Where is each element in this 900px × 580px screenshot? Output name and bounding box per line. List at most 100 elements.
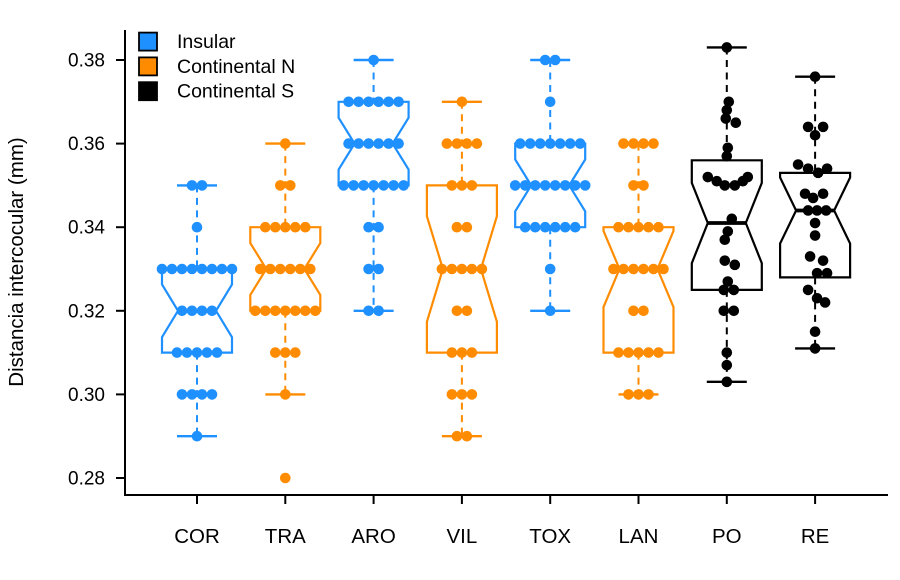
data-point bbox=[363, 305, 374, 317]
data-point bbox=[819, 297, 831, 308]
data-point bbox=[393, 96, 404, 108]
data-point bbox=[206, 305, 218, 317]
y-tick-label: 0.32 bbox=[68, 301, 105, 322]
data-point bbox=[643, 347, 654, 358]
data-point bbox=[280, 472, 291, 484]
data-point bbox=[613, 221, 624, 233]
data-point bbox=[628, 263, 639, 275]
legend-label: Continental N bbox=[177, 56, 295, 78]
data-point bbox=[802, 205, 814, 216]
data-point bbox=[186, 263, 198, 275]
legend-label: Insular bbox=[177, 31, 236, 53]
y-axis-title: Distancia intercocular (mm) bbox=[5, 137, 28, 386]
data-point bbox=[519, 180, 531, 191]
data-point bbox=[719, 234, 731, 246]
data-point bbox=[728, 305, 740, 317]
data-point bbox=[514, 138, 526, 149]
data-point bbox=[821, 163, 833, 174]
y-tick-label: 0.36 bbox=[68, 134, 105, 155]
data-point bbox=[809, 230, 821, 241]
data-point bbox=[446, 263, 458, 275]
notched-box bbox=[690, 159, 763, 291]
data-point bbox=[260, 305, 271, 317]
data-point bbox=[719, 255, 731, 266]
x-tick-label: COR bbox=[174, 525, 220, 548]
data-point bbox=[466, 180, 478, 191]
data-point bbox=[648, 263, 659, 275]
data-point bbox=[373, 138, 384, 149]
data-point bbox=[300, 221, 311, 233]
data-point bbox=[721, 42, 733, 53]
data-point bbox=[363, 96, 374, 108]
data-point bbox=[290, 305, 301, 317]
data-point bbox=[811, 267, 823, 279]
legend-swatch bbox=[138, 56, 158, 77]
data-point bbox=[393, 138, 404, 149]
notched-box bbox=[779, 171, 852, 279]
x-tick-label: LAN bbox=[619, 525, 659, 548]
data-point bbox=[722, 276, 734, 287]
data-point bbox=[476, 263, 488, 275]
data-point bbox=[618, 263, 629, 275]
data-point bbox=[628, 305, 639, 317]
data-point bbox=[608, 263, 619, 275]
data-point bbox=[285, 180, 296, 191]
data-point bbox=[191, 430, 203, 442]
data-point bbox=[628, 180, 639, 191]
data-point bbox=[206, 263, 218, 275]
legend-swatch bbox=[138, 31, 158, 52]
data-point bbox=[270, 347, 281, 358]
data-point bbox=[348, 180, 359, 191]
data-point bbox=[181, 347, 193, 358]
data-point bbox=[451, 305, 463, 317]
data-point bbox=[809, 129, 821, 141]
data-point bbox=[368, 54, 379, 66]
data-point bbox=[742, 171, 754, 183]
data-point bbox=[574, 138, 586, 149]
data-point bbox=[720, 113, 732, 124]
data-point bbox=[211, 347, 223, 358]
data-point bbox=[196, 305, 208, 317]
data-point bbox=[388, 180, 399, 191]
data-point bbox=[456, 389, 468, 400]
data-point bbox=[817, 188, 829, 200]
data-point bbox=[398, 180, 409, 191]
x-tick-label: TOX bbox=[529, 525, 571, 548]
data-point bbox=[363, 263, 374, 275]
data-point bbox=[802, 284, 814, 296]
axis-lines bbox=[124, 30, 888, 496]
data-point bbox=[280, 221, 291, 233]
x-tick-label: TRA bbox=[265, 525, 306, 548]
data-point bbox=[721, 150, 733, 162]
data-point bbox=[729, 180, 741, 191]
data-point bbox=[544, 138, 556, 149]
data-point bbox=[471, 138, 483, 149]
data-point bbox=[456, 96, 468, 108]
data-point bbox=[378, 180, 389, 191]
y-tick-label: 0.38 bbox=[68, 51, 105, 72]
data-point bbox=[721, 376, 733, 388]
data-point bbox=[648, 138, 659, 149]
data-point bbox=[653, 347, 664, 358]
y-tick-label: 0.30 bbox=[68, 385, 105, 406]
data-point bbox=[461, 221, 473, 233]
data-point bbox=[338, 180, 349, 191]
data-point bbox=[191, 221, 203, 233]
data-point bbox=[628, 138, 639, 149]
notched-box bbox=[425, 184, 498, 354]
data-point bbox=[196, 263, 208, 275]
data-point bbox=[719, 180, 731, 191]
notched-box bbox=[160, 267, 234, 354]
data-point bbox=[792, 159, 804, 170]
data-point bbox=[623, 389, 634, 400]
data-point bbox=[653, 221, 664, 233]
data-point bbox=[353, 138, 364, 149]
data-point bbox=[363, 221, 374, 233]
data-point bbox=[446, 180, 458, 191]
data-point bbox=[799, 188, 811, 200]
data-point bbox=[529, 180, 541, 191]
notched-box bbox=[602, 226, 675, 354]
data-point bbox=[722, 142, 734, 154]
data-point bbox=[363, 138, 374, 149]
